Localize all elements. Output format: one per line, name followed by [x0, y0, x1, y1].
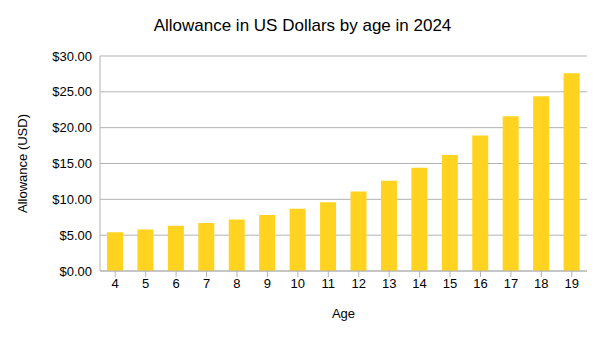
svg-text:$25.00: $25.00: [52, 84, 92, 99]
svg-text:13: 13: [382, 276, 396, 291]
svg-text:16: 16: [473, 276, 487, 291]
svg-text:$0.00: $0.00: [59, 264, 92, 279]
svg-text:14: 14: [412, 276, 426, 291]
svg-text:$15.00: $15.00: [52, 156, 92, 171]
svg-text:10: 10: [291, 276, 305, 291]
svg-text:9: 9: [264, 276, 271, 291]
svg-text:18: 18: [534, 276, 548, 291]
svg-text:7: 7: [203, 276, 210, 291]
svg-text:Age: Age: [332, 306, 355, 321]
svg-text:12: 12: [351, 276, 365, 291]
svg-text:$10.00: $10.00: [52, 192, 92, 207]
svg-text:19: 19: [565, 276, 579, 291]
svg-text:5: 5: [142, 276, 149, 291]
svg-text:$20.00: $20.00: [52, 120, 92, 135]
svg-text:Allowance (USD): Allowance (USD): [15, 114, 30, 213]
svg-text:$5.00: $5.00: [59, 228, 92, 243]
svg-text:11: 11: [322, 276, 336, 291]
svg-text:6: 6: [172, 276, 179, 291]
html-text:Allowance in US Dollars by age: Allowance in US Dollars by age in 2024: [153, 16, 452, 35]
svg-text:8: 8: [233, 276, 240, 291]
svg-text:$30.00: $30.00: [52, 49, 92, 64]
svg-text:15: 15: [443, 276, 457, 291]
svg-text:17: 17: [504, 276, 518, 291]
svg-text:4: 4: [112, 276, 119, 291]
